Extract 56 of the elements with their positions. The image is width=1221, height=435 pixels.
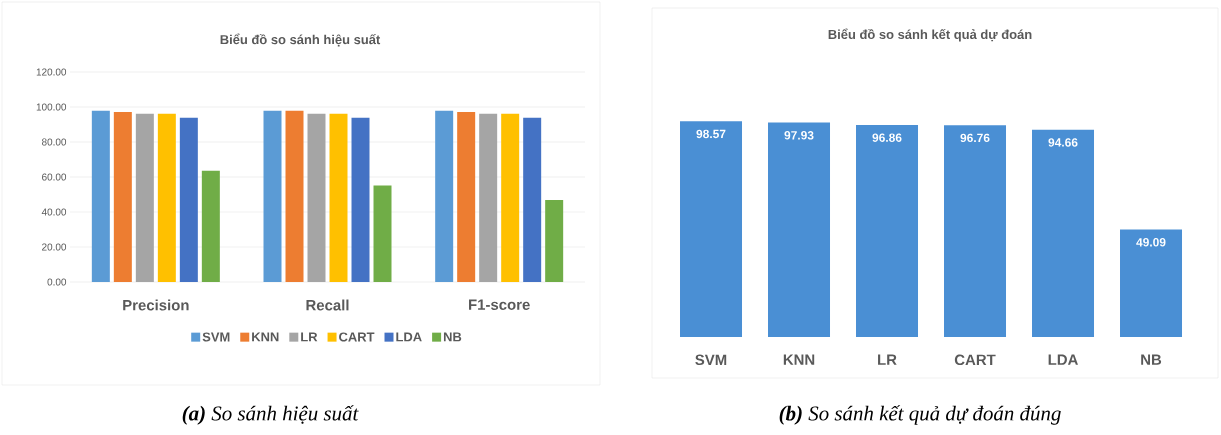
text: (a) So sánh hiệu suất: [182, 405, 359, 425]
bar: [501, 113, 520, 282]
chart-title: Biểu đồ so sánh hiệu suất: [220, 33, 381, 47]
bar: [545, 200, 564, 282]
legend-label: CART: [339, 332, 375, 342]
x-tick-label: Precision: [123, 299, 189, 311]
bar: [307, 113, 326, 282]
x-tick-label: LR: [878, 354, 897, 365]
data-label: 98.57: [696, 129, 726, 139]
y-tick-label: 20.00: [42, 243, 67, 251]
y-tick-label: 60.00: [42, 173, 67, 181]
bar: [680, 121, 743, 337]
y-tick-label: 120.00: [36, 68, 67, 76]
y-tick-label: 40.00: [41, 208, 67, 216]
x-tick-label: KNN: [783, 354, 815, 365]
bar: [856, 124, 919, 337]
x-tick-label: SVM: [695, 354, 727, 366]
data-label: 96.76: [960, 133, 990, 143]
chart-title: Biểu đồ so sánh kết quả dự đoán: [828, 28, 1032, 42]
bar: [179, 117, 198, 282]
bar: [435, 110, 454, 282]
bar: [944, 125, 1007, 337]
y-tick-label: 100.00: [36, 103, 67, 111]
x-tick-label: F1-score: [469, 299, 530, 310]
bar: [157, 113, 176, 282]
bar: [113, 111, 132, 282]
legend-label: LR: [301, 332, 318, 342]
bar: [457, 111, 476, 282]
y-tick-label: 80.00: [41, 138, 67, 146]
x-tick-label: CART: [954, 354, 996, 366]
bar: [1120, 229, 1183, 337]
text: (b) So sánh kết quả dự đoán đúng: [779, 405, 1061, 425]
x-tick-label: Recall: [306, 299, 349, 311]
bar: [329, 113, 348, 282]
bar: [523, 117, 542, 282]
legend-label: SVM: [202, 332, 230, 342]
bar: [1032, 129, 1095, 337]
data-label: 94.66: [1048, 138, 1078, 147]
bar: [201, 170, 220, 282]
bar: [263, 110, 282, 282]
data-label: 96.86: [872, 133, 902, 142]
bar: [285, 110, 304, 282]
bar: [768, 122, 831, 337]
y-tick-label: 0.00: [47, 278, 67, 286]
data-label: 49.09: [1136, 238, 1166, 247]
legend-label: LDA: [396, 332, 422, 342]
bar: [351, 117, 370, 282]
data-label: 97.93: [784, 131, 814, 140]
bar: [479, 113, 498, 282]
x-tick-label: LDA: [1048, 354, 1078, 365]
legend-label: KNN: [252, 332, 279, 342]
bar: [373, 185, 392, 282]
bar: [135, 113, 154, 282]
x-tick-label: NB: [1141, 354, 1162, 365]
bar: [91, 110, 110, 282]
legend-label: NB: [443, 332, 462, 342]
